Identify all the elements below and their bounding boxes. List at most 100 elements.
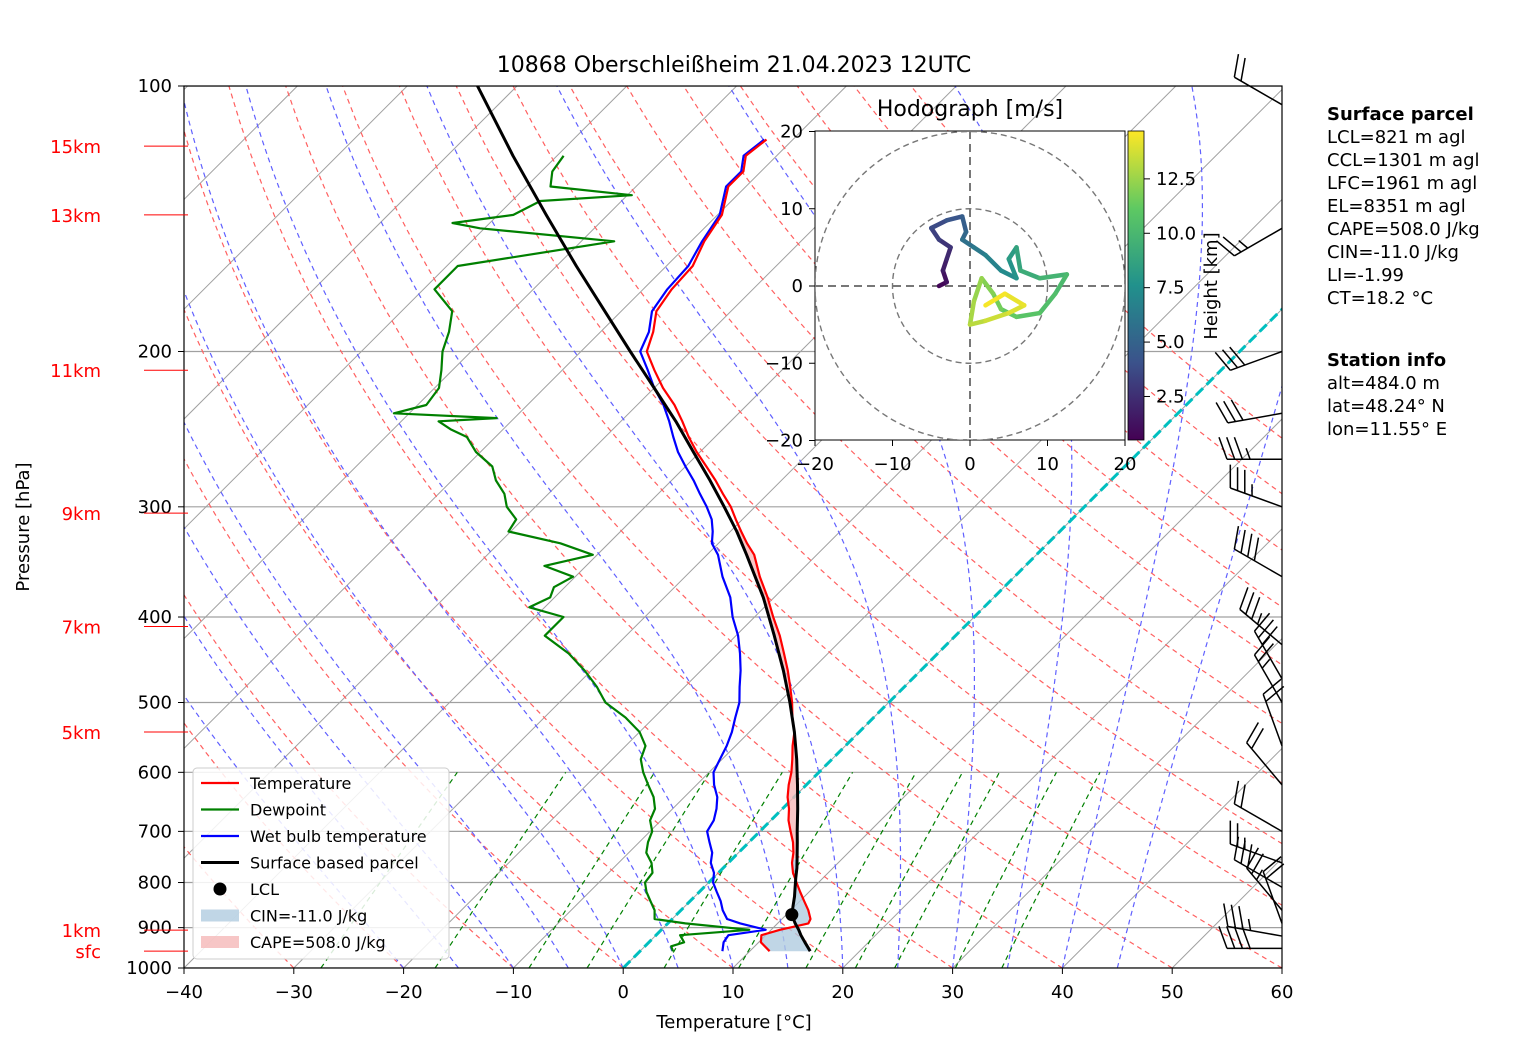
x-tick-label: 60 <box>1271 982 1294 1003</box>
hodograph-x-tick-label: 10 <box>1036 454 1059 475</box>
barb-flag <box>1241 530 1245 553</box>
hodograph-x-tick-label: 20 <box>1114 454 1137 475</box>
wind-barb <box>1240 587 1282 644</box>
profile-lines <box>394 86 811 951</box>
colorbar-tick-label: 5.0 <box>1156 332 1185 353</box>
hodograph-y-tick-label: 0 <box>792 276 803 297</box>
x-tick-label: 30 <box>941 982 964 1003</box>
surface-parcel-cape: CAPE=508.0 J/kg <box>1327 218 1480 241</box>
mixing-ratio-line <box>435 772 566 968</box>
parcel-line <box>478 86 811 951</box>
legend-entry: CIN=-11.0 J/kg <box>250 907 367 926</box>
y-tick-label: 400 <box>138 607 172 628</box>
barb-flag <box>1231 905 1235 928</box>
height-label: 9km <box>62 504 101 525</box>
hodograph-title: Hodograph [m/s] <box>877 97 1063 122</box>
surface-parcel-lfc: LFC=1961 m agl <box>1327 172 1480 195</box>
barb-staff <box>1228 413 1282 423</box>
y-tick-label: 600 <box>138 762 172 783</box>
height-label: 5km <box>62 723 101 744</box>
barb-flag <box>1234 437 1242 459</box>
x-tick-label: 40 <box>1051 982 1074 1003</box>
colorbar-tick-label: 12.5 <box>1156 169 1196 190</box>
y-tick-label: 800 <box>138 873 172 894</box>
y-axis-label: Pressure [hPa] <box>13 462 34 591</box>
barb-flag <box>1227 926 1235 948</box>
barb-staff <box>1263 872 1282 924</box>
legend: Temperature Dewpoint Wet bulb temperature S… <box>193 768 449 959</box>
y-tick-label: 300 <box>138 497 172 518</box>
height-label: sfc <box>75 942 101 963</box>
surface-parcel-el: EL=8351 m agl <box>1327 195 1480 218</box>
surface-parcel-ccl: CCL=1301 m agl <box>1327 149 1480 172</box>
wind-barb <box>1215 347 1282 370</box>
x-tick-label: 20 <box>831 982 854 1003</box>
surface-parcel-cin: CIN=-11.0 J/kg <box>1327 241 1480 264</box>
hodograph-y-tick-label: −20 <box>765 431 803 452</box>
surface-parcel-lcl: LCL=821 m agl <box>1327 126 1480 149</box>
barb-flag <box>1234 926 1242 948</box>
hodograph-y-tick-label: 20 <box>780 122 803 143</box>
wind-barbs <box>1215 54 1283 948</box>
mixing-ratio-line <box>895 772 1000 968</box>
hodograph-y-tick-label: 10 <box>780 199 803 220</box>
lcl-marker <box>785 908 798 921</box>
x-tick-label: −30 <box>275 982 313 1003</box>
legend-entry: Temperature <box>249 774 351 793</box>
surface-parcel-li: LI=-1.99 <box>1327 264 1480 287</box>
height-label: 11km <box>50 361 101 382</box>
x-tick-label: 50 <box>1161 982 1184 1003</box>
colorbar-tick-label: 7.5 <box>1156 278 1185 299</box>
barb-flag <box>1239 906 1243 929</box>
barb-flag <box>1219 437 1227 459</box>
wind-barb <box>1230 465 1282 507</box>
legend-entry: Surface based parcel <box>250 854 419 873</box>
barb-flag <box>1248 534 1252 557</box>
barb-flag <box>1263 679 1281 694</box>
station-latitude: lat=48.24° N <box>1327 395 1447 418</box>
barb-flag <box>1224 903 1228 926</box>
hodograph-colorbar <box>1128 131 1144 440</box>
barb-flag <box>1246 592 1254 614</box>
station-altitude: alt=484.0 m <box>1327 372 1447 395</box>
barb-staff <box>1230 488 1282 507</box>
barb-flag <box>1234 54 1238 77</box>
barb-half-flag <box>1249 919 1251 931</box>
chart-title: 10868 Oberschleißheim 21.04.2023 12UTC <box>497 53 972 78</box>
colorbar-ticks: 2.55.07.510.012.5 <box>1144 169 1196 408</box>
station-longitude: lon=11.55° E <box>1327 418 1447 441</box>
wind-barb <box>1224 903 1282 936</box>
barb-staff <box>1234 77 1282 105</box>
legend-swatch <box>201 936 239 948</box>
colorbar-tick-label: 10.0 <box>1156 223 1196 244</box>
hodograph-x-tick-label: −10 <box>874 454 912 475</box>
height-label: 7km <box>62 617 101 638</box>
hodograph-x-tick-label: 0 <box>964 454 975 475</box>
barb-half-flag <box>1262 659 1270 668</box>
legend-entry: LCL <box>250 880 279 899</box>
barb-flag <box>1234 837 1238 860</box>
hodograph-y-tick-label: −10 <box>765 353 803 374</box>
y-tick-label: 200 <box>138 342 172 363</box>
x-tick-label: 0 <box>617 982 628 1003</box>
barb-flag <box>1240 587 1248 609</box>
mixing-ratio-line <box>529 772 655 968</box>
y-tick-label: 700 <box>138 821 172 842</box>
barb-staff <box>1230 844 1282 863</box>
surface-parcel-heading: Surface parcel <box>1327 103 1480 126</box>
legend-entry: CAPE=508.0 J/kg <box>250 933 386 952</box>
surface-parcel-panel: Surface parcel LCL=821 m agl CCL=1301 m … <box>1327 103 1480 310</box>
hodograph-x-tick-label: −20 <box>796 454 834 475</box>
mixing-ratio-line <box>955 772 1056 968</box>
barb-flag <box>1241 58 1245 81</box>
legend-entry: Dewpoint <box>250 801 326 820</box>
legend-entry: Wet bulb temperature <box>250 827 427 846</box>
wind-barb <box>1219 437 1282 459</box>
x-tick-label: −20 <box>385 982 423 1003</box>
height-label: 15km <box>50 137 101 158</box>
barb-flag <box>1234 526 1238 549</box>
y-tick-label: 900 <box>138 918 172 939</box>
y-tick-label: 500 <box>138 692 172 713</box>
